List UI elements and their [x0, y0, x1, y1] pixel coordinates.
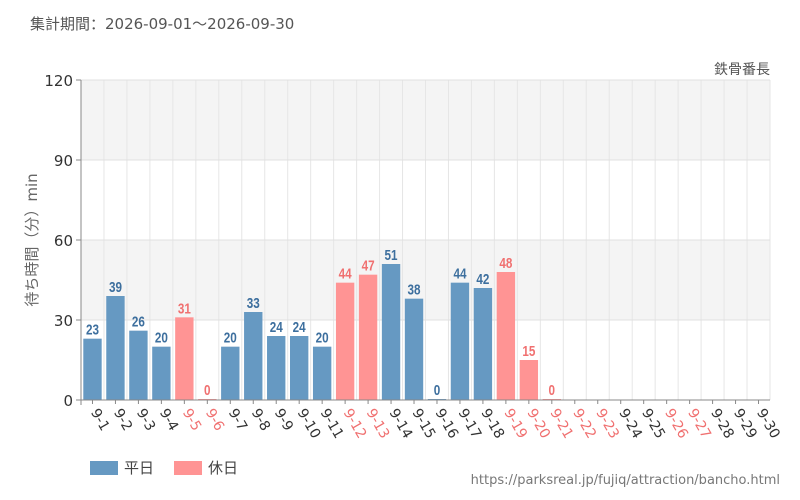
bars-layer [83, 264, 562, 400]
x-tick-label-9-10: 9-10 [294, 406, 324, 442]
bar-label-9-5: 31 [178, 300, 191, 317]
y-tick-label: 60 [54, 232, 73, 250]
x-tick-label-9-22: 9-22 [569, 406, 599, 442]
bar-9-10 [289, 336, 309, 400]
bar-label-9-8: 33 [247, 295, 260, 312]
legend-swatch-weekday [90, 460, 118, 475]
chart-axes [76, 79, 770, 405]
bar-9-17 [450, 282, 470, 400]
bar-9-1 [83, 338, 102, 400]
bar-9-12 [335, 282, 355, 400]
bar-label-9-9: 24 [270, 319, 283, 336]
bar-label-9-13: 47 [362, 257, 375, 274]
bar-label-9-2: 39 [109, 279, 122, 296]
bar-label-9-17: 44 [453, 265, 466, 282]
bar-label-9-12: 44 [339, 265, 352, 282]
legend-item-weekday: 平日 [90, 457, 154, 478]
legend-label-weekday: 平日 [124, 459, 155, 477]
bar-label-9-4: 20 [155, 329, 168, 346]
wait-time-chart: 23 39 26 20 31 0 20 33 24 24 20 44 47 51 38 0 44 42 48 15 0 … [23, 72, 783, 442]
x-tick-label-9-29: 9-29 [730, 406, 760, 442]
x-tick-label-9-7: 9-7 [225, 406, 250, 434]
x-tick-label-9-14: 9-14 [386, 406, 416, 442]
x-tick-labels: 9-19-29-39-49-59-69-79-89-99-109-119-129… [87, 406, 783, 442]
bar-label-9-19: 48 [499, 255, 512, 272]
bar-label-9-1: 23 [86, 321, 99, 338]
bar-label-9-7: 20 [224, 329, 237, 346]
x-tick-label-9-24: 9-24 [615, 406, 645, 442]
y-tick-label: 90 [54, 152, 73, 170]
x-tick-label-9-13: 9-13 [363, 406, 393, 442]
attraction-name: 鉄骨番長 [714, 62, 770, 78]
y-tick-label: 120 [44, 72, 73, 90]
y-axis-label: 待ち時間（分）min [23, 173, 41, 306]
bar-9-3 [129, 330, 148, 400]
legend-label-holiday: 休日 [208, 459, 239, 477]
bar-label-9-10: 24 [293, 319, 306, 336]
x-tick-label-9-5: 9-5 [179, 406, 204, 434]
bar-9-15 [404, 298, 424, 400]
x-tick-label-9-2: 9-2 [110, 406, 135, 434]
bar-label-9-14: 51 [385, 247, 398, 264]
legend-item-holiday: 休日 [174, 457, 238, 478]
x-tick-label-9-6: 9-6 [202, 406, 227, 434]
y-tick-label: 0 [63, 392, 73, 410]
x-tick-label-9-16: 9-16 [432, 406, 462, 442]
bar-9-9 [267, 336, 286, 400]
x-tick-label-9-19: 9-19 [500, 406, 530, 442]
bar-9-8 [244, 312, 263, 400]
bar-label-9-6: 0 [204, 382, 211, 399]
collection-period: 集計期間：2026-09-01～2026-09-30 [30, 15, 295, 33]
x-tick-label-9-18: 9-18 [477, 406, 507, 442]
x-tick-label-9-28: 9-28 [707, 406, 737, 442]
bar-9-4 [152, 346, 171, 400]
source-url: https://parksreal.jp/fujiq/attraction/ba… [470, 473, 780, 488]
bar-9-2 [106, 296, 125, 400]
bar-label-9-11: 20 [316, 329, 329, 346]
bar-9-5 [175, 317, 194, 400]
x-tick-label-9-17: 9-17 [454, 406, 484, 442]
y-tick-label: 30 [54, 312, 73, 330]
bar-label-9-20: 15 [522, 343, 535, 360]
y-tick-labels: 0 30 60 90 120 [44, 72, 73, 410]
x-tick-label-9-9: 9-9 [271, 406, 296, 434]
bar-9-19 [496, 272, 516, 400]
bar-9-14 [381, 264, 401, 400]
bar-9-20 [519, 360, 539, 400]
bar-label-9-15: 38 [408, 281, 421, 298]
bar-9-18 [473, 288, 493, 400]
x-tick-label-9-3: 9-3 [133, 406, 158, 434]
x-tick-label-9-27: 9-27 [684, 406, 714, 442]
bar-label-9-21: 0 [549, 382, 556, 399]
legend: 平日 休日 [90, 457, 258, 478]
x-tick-label-9-15: 9-15 [409, 406, 439, 442]
x-tick-label-9-11: 9-11 [317, 406, 347, 442]
bar-9-7 [221, 346, 240, 400]
x-tick-label-9-8: 9-8 [248, 406, 273, 434]
x-tick-label-9-23: 9-23 [592, 406, 622, 442]
x-tick-label-9-21: 9-21 [546, 406, 576, 442]
bar-label-9-16: 0 [434, 382, 441, 399]
x-tick-label-9-26: 9-26 [661, 406, 691, 442]
x-tick-label-9-20: 9-20 [523, 406, 553, 442]
x-tick-label-9-25: 9-25 [638, 406, 668, 442]
bar-value-labels: 23 39 26 20 31 0 20 33 24 24 20 44 47 51 38 0 44 42 48 15 0 [86, 247, 555, 399]
x-tick-label-9-1: 9-1 [87, 406, 112, 434]
x-tick-label-9-4: 9-4 [156, 406, 181, 434]
x-tick-label-9-12: 9-12 [340, 406, 370, 442]
x-tick-label-9-30: 9-30 [753, 406, 783, 442]
bar-9-11 [312, 346, 332, 400]
legend-swatch-holiday [174, 460, 203, 475]
bar-label-9-3: 26 [132, 313, 145, 330]
bar-9-13 [358, 274, 378, 400]
bar-label-9-18: 42 [476, 271, 489, 288]
